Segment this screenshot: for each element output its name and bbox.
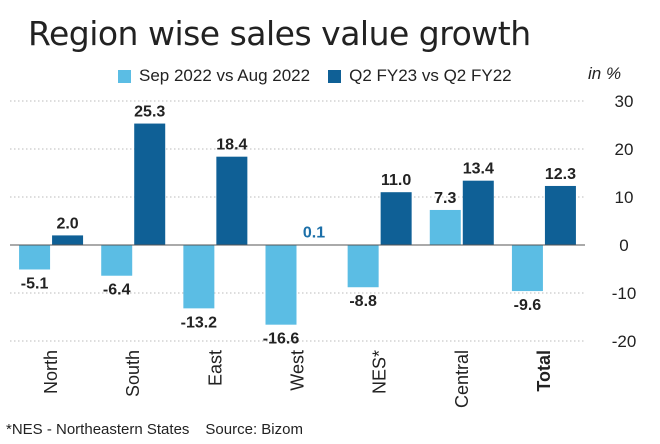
data-label: -13.2 (181, 314, 218, 331)
y-tick-label: 20 (615, 140, 634, 159)
category-label: North (41, 350, 61, 394)
data-label: -8.8 (349, 293, 377, 310)
bar (52, 235, 84, 245)
bar (462, 180, 494, 245)
legend-item-series-2: Q2 FY23 vs Q2 FY22 (328, 66, 512, 86)
bar (429, 209, 461, 245)
legend-label-series-1: Sep 2022 vs Aug 2022 (139, 66, 311, 85)
data-label: 25.3 (134, 104, 165, 121)
data-label: -16.6 (263, 331, 300, 348)
data-label: 11.0 (381, 172, 411, 189)
y-tick-label: -20 (612, 332, 637, 351)
data-label: -9.6 (514, 297, 542, 314)
category-label: NES* (370, 350, 390, 394)
bar-chart: 30 20 10 0 -10 -20 -5.1 2.0 North -6.4 25.3 South -1… (10, 92, 637, 408)
category-label: Total (534, 350, 554, 392)
bar (19, 245, 51, 270)
source-note: Source: Bizom (205, 421, 303, 438)
footer: *NES - Northeastern States Source: Bizom (6, 421, 303, 438)
bar (380, 192, 412, 245)
data-label: -6.4 (103, 282, 131, 299)
bar (511, 245, 543, 292)
category-label: South (123, 350, 143, 397)
category-label: Central (452, 350, 472, 408)
data-label: 7.3 (434, 190, 456, 207)
chart-title: Region wise sales value growth (28, 14, 531, 53)
data-label: 0.1 (303, 225, 325, 242)
data-label: 2.0 (56, 215, 78, 232)
unit-label: in % (588, 64, 622, 83)
y-tick-label: 30 (615, 92, 634, 111)
bar (101, 245, 133, 276)
y-tick-label: 10 (615, 188, 634, 207)
y-tick-label: -10 (612, 284, 637, 303)
legend-label-series-2: Q2 FY23 vs Q2 FY22 (349, 66, 512, 85)
data-label: -5.1 (21, 275, 49, 292)
data-label: 13.4 (463, 161, 494, 178)
bar (134, 123, 166, 245)
y-tick-label: 0 (619, 236, 628, 255)
legend-swatch-series-2 (328, 69, 342, 83)
bar (265, 245, 297, 325)
bar (544, 185, 576, 245)
bar (216, 156, 248, 245)
legend: Sep 2022 vs Aug 2022 Q2 FY23 vs Q2 FY22 (118, 66, 512, 86)
category-label: East (205, 350, 225, 386)
legend-item-series-1: Sep 2022 vs Aug 2022 (118, 66, 310, 86)
footnote: *NES - Northeastern States (6, 421, 190, 438)
bar (347, 245, 379, 288)
data-label: 12.3 (545, 166, 576, 183)
legend-swatch-series-1 (118, 69, 131, 83)
bar (183, 245, 215, 309)
category-label: West (288, 350, 308, 391)
data-label: 18.4 (216, 137, 247, 154)
